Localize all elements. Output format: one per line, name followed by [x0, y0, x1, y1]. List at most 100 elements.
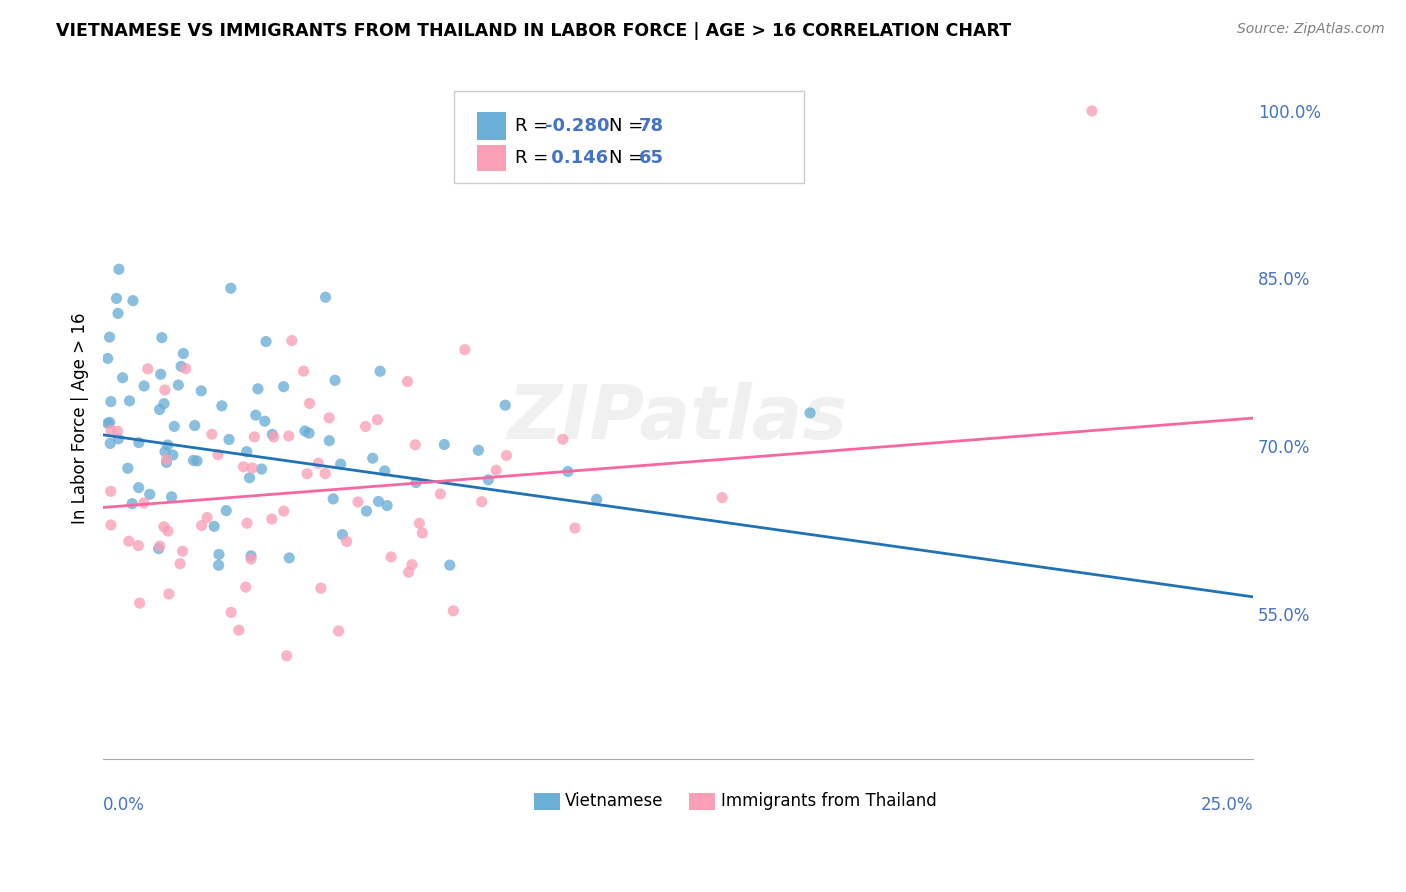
- Point: [208, 558, 231, 573]
- Point: [408, 516, 430, 531]
- Point: [100, 484, 122, 499]
- Point: [260, 512, 283, 526]
- Point: [172, 346, 194, 360]
- Text: -0.280: -0.280: [544, 117, 609, 135]
- Point: [202, 519, 225, 533]
- Point: [128, 435, 150, 450]
- Text: Vietnamese: Vietnamese: [565, 792, 664, 810]
- Text: N =: N =: [609, 149, 650, 167]
- Text: R =: R =: [515, 117, 554, 135]
- Point: [97, 416, 120, 430]
- Point: [398, 565, 420, 579]
- Point: [150, 331, 173, 345]
- Point: [127, 539, 149, 553]
- Point: [100, 518, 122, 533]
- Point: [405, 475, 427, 490]
- Point: [551, 432, 574, 446]
- Point: [292, 364, 315, 378]
- Point: [494, 398, 516, 412]
- Point: [153, 520, 176, 534]
- Point: [219, 606, 242, 620]
- Point: [111, 371, 134, 385]
- Point: [467, 443, 489, 458]
- Point: [254, 334, 277, 349]
- Point: [155, 452, 177, 467]
- Point: [314, 467, 336, 481]
- Point: [401, 558, 423, 572]
- Point: [250, 462, 273, 476]
- Point: [263, 430, 285, 444]
- Point: [174, 361, 197, 376]
- Text: 78: 78: [638, 117, 664, 135]
- Point: [471, 494, 494, 508]
- Point: [322, 491, 344, 506]
- Point: [128, 481, 150, 495]
- Point: [429, 487, 451, 501]
- Point: [336, 534, 359, 549]
- Point: [433, 437, 456, 451]
- Bar: [534, 793, 560, 810]
- Text: 0.0%: 0.0%: [103, 797, 145, 814]
- Point: [328, 624, 350, 638]
- Point: [153, 444, 176, 458]
- Point: [100, 423, 122, 437]
- Point: [243, 430, 266, 444]
- Point: [347, 495, 370, 509]
- Text: VIETNAMESE VS IMMIGRANTS FROM THAILAND IN LABOR FORCE | AGE > 16 CORRELATION CHA: VIETNAMESE VS IMMIGRANTS FROM THAILAND I…: [56, 22, 1011, 40]
- Point: [208, 548, 231, 562]
- Point: [273, 380, 295, 394]
- Point: [98, 416, 121, 430]
- Point: [246, 382, 269, 396]
- Point: [160, 490, 183, 504]
- Point: [235, 444, 257, 458]
- Point: [411, 526, 433, 541]
- Point: [485, 463, 508, 477]
- Point: [276, 648, 298, 663]
- Point: [278, 550, 301, 565]
- Point: [356, 504, 378, 518]
- Point: [273, 504, 295, 518]
- Text: N =: N =: [609, 117, 650, 135]
- Point: [190, 518, 212, 533]
- Point: [148, 541, 170, 556]
- Point: [557, 465, 579, 479]
- Point: [170, 359, 193, 374]
- Point: [281, 334, 304, 348]
- Point: [163, 419, 186, 434]
- Text: 65: 65: [638, 149, 664, 167]
- Point: [128, 596, 150, 610]
- Point: [332, 527, 354, 541]
- Point: [361, 451, 384, 466]
- Point: [169, 557, 191, 571]
- Point: [138, 487, 160, 501]
- Point: [207, 448, 229, 462]
- Point: [108, 262, 131, 277]
- Point: [366, 413, 388, 427]
- Point: [495, 449, 517, 463]
- Point: [132, 379, 155, 393]
- Point: [118, 534, 141, 549]
- Point: [375, 499, 398, 513]
- Point: [228, 623, 250, 637]
- Point: [240, 461, 263, 475]
- Text: Immigrants from Thailand: Immigrants from Thailand: [720, 792, 936, 810]
- Point: [439, 558, 461, 573]
- Point: [232, 459, 254, 474]
- Point: [323, 373, 346, 387]
- Point: [219, 281, 242, 295]
- Point: [368, 364, 391, 378]
- Point: [245, 408, 267, 422]
- Point: [315, 290, 337, 304]
- Point: [136, 362, 159, 376]
- Point: [564, 521, 586, 535]
- Text: 0.146: 0.146: [544, 149, 607, 167]
- Point: [107, 424, 129, 438]
- Point: [190, 384, 212, 398]
- Point: [118, 393, 141, 408]
- Point: [235, 580, 257, 594]
- Point: [396, 375, 419, 389]
- Point: [236, 516, 259, 531]
- Point: [195, 510, 218, 524]
- Point: [122, 293, 145, 308]
- Point: [374, 464, 396, 478]
